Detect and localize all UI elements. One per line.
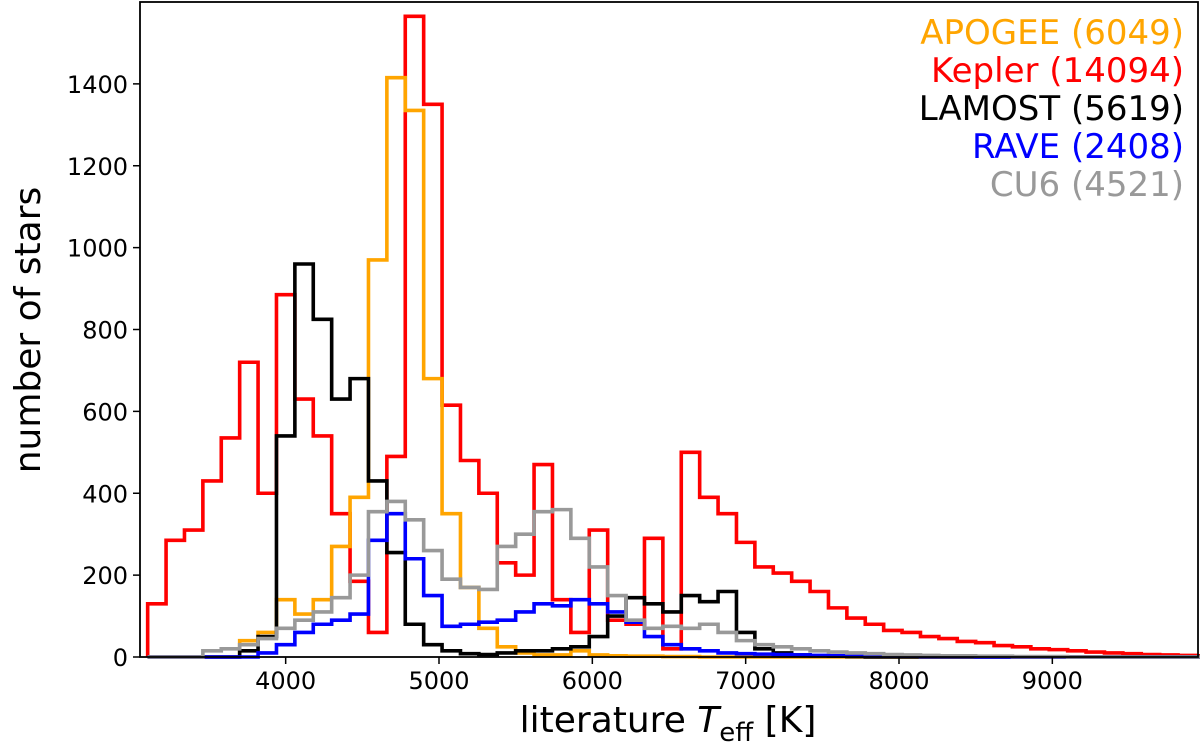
legend-entry-rave: RAVE (2408) bbox=[972, 127, 1184, 167]
x-tick-label: 9000 bbox=[1022, 667, 1083, 695]
y-tick-label: 200 bbox=[82, 562, 128, 590]
x-axis-label-suffix: [K] bbox=[753, 700, 816, 741]
x-tick-label: 4000 bbox=[255, 667, 316, 695]
x-tick-label: 5000 bbox=[408, 667, 469, 695]
y-tick-label: 1400 bbox=[67, 71, 128, 99]
legend-entry-cu6: CU6 (4521) bbox=[990, 165, 1184, 205]
x-axis-label-prefix: literature bbox=[520, 700, 698, 741]
x-axis-label: literature Teff [K] bbox=[520, 700, 817, 747]
legend-series-count: (6049) bbox=[1071, 13, 1184, 53]
y-tick-label: 400 bbox=[82, 480, 128, 508]
legend-series-count: (2408) bbox=[1071, 127, 1184, 167]
y-tick-label: 0 bbox=[113, 644, 128, 672]
x-axis-label-variable: T bbox=[697, 700, 722, 741]
legend-entry-kepler: Kepler (14094) bbox=[931, 51, 1184, 91]
legend: APOGEE (6049)Kepler (14094)LAMOST (5619)… bbox=[919, 13, 1184, 205]
x-tick-label: 6000 bbox=[562, 667, 623, 695]
legend-series-name: Kepler bbox=[931, 51, 1049, 91]
y-tick-label: 1200 bbox=[67, 153, 128, 181]
y-tick-label: 1000 bbox=[67, 235, 128, 263]
y-tick-label: 600 bbox=[82, 398, 128, 426]
legend-entry-lamost: LAMOST (5619) bbox=[919, 89, 1184, 129]
x-tick-label: 7000 bbox=[715, 667, 776, 695]
y-axis-label: number of stars bbox=[8, 187, 49, 474]
ticks-layer: 4000 5000 6000 7000 8000 9000 0 200 400 600 800 100… bbox=[67, 71, 1083, 695]
legend-series-count: (4521) bbox=[1071, 165, 1184, 205]
legend-entry-apogee: APOGEE (6049) bbox=[920, 13, 1184, 53]
legend-series-name: RAVE bbox=[972, 127, 1071, 167]
y-tick-label: 800 bbox=[82, 317, 128, 345]
legend-series-name: LAMOST bbox=[919, 89, 1071, 129]
x-axis-label-subscript: eff bbox=[719, 718, 754, 747]
legend-series-count: (14094) bbox=[1049, 51, 1184, 91]
x-tick-label: 8000 bbox=[868, 667, 929, 695]
legend-series-name: CU6 bbox=[990, 165, 1071, 205]
legend-series-name: APOGEE bbox=[920, 13, 1071, 53]
plot-frame bbox=[139, 1, 1199, 658]
legend-series-count: (5619) bbox=[1071, 89, 1184, 129]
series-cu6-line bbox=[147, 499, 1200, 659]
series-kepler-line bbox=[145, 14, 1200, 658]
